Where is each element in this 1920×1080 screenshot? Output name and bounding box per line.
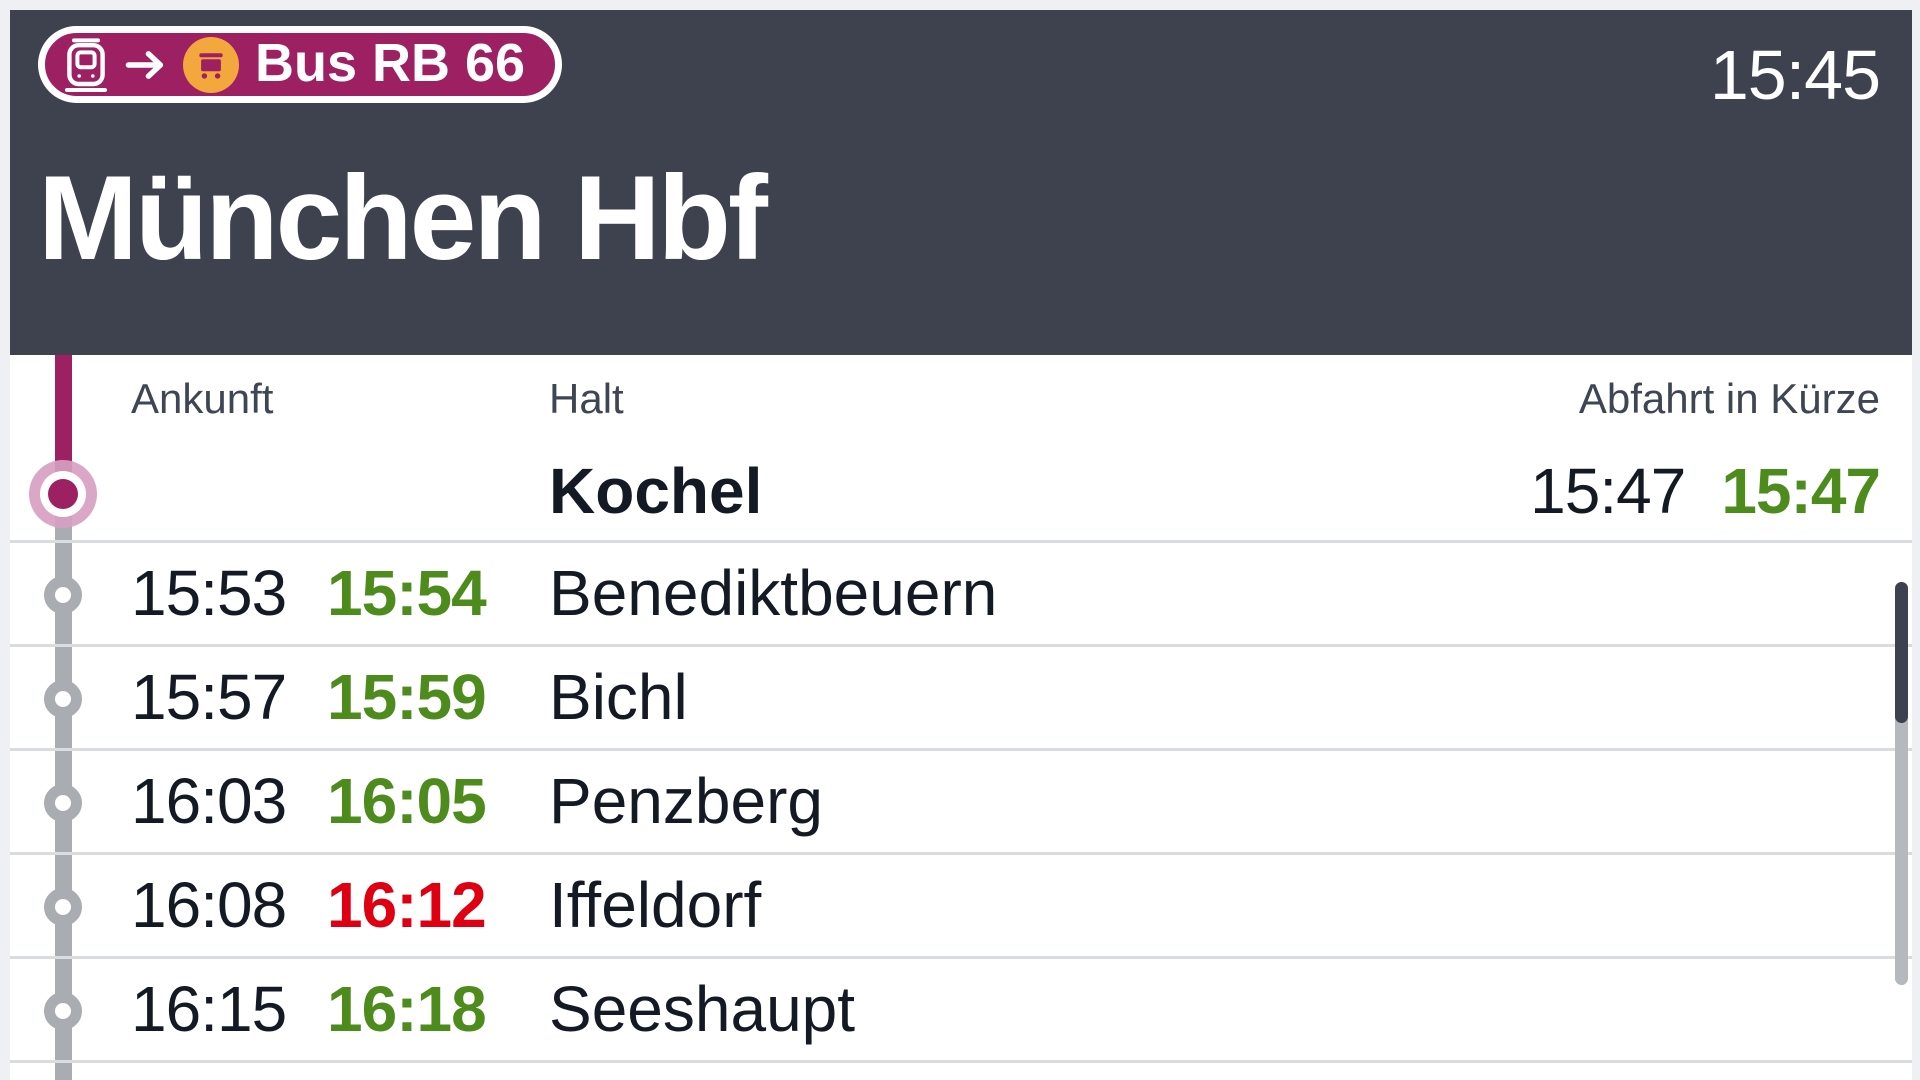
scheduled-time: 15:47 (1530, 455, 1686, 527)
scheduled-time: 16:15 (131, 973, 287, 1045)
upcoming-stop-marker (44, 888, 82, 926)
stop-name: Benediktbeuern (549, 557, 998, 629)
line-badge-label: Bus RB 66 (255, 32, 526, 93)
realtime-time: 16:12 (327, 869, 487, 941)
train-icon (63, 36, 109, 94)
scrollbar[interactable] (1895, 582, 1908, 985)
arrow-right-icon (125, 49, 167, 81)
journey-card: Bus RB 66 15:45 München Hbf Ankunft Halt… (10, 10, 1912, 1080)
scheduled-time: 16:03 (131, 765, 287, 837)
route-timeline (10, 355, 130, 1080)
realtime-time: 15:54 (327, 557, 487, 629)
upcoming-stop-marker (44, 680, 82, 718)
stop-row[interactable]: 16:03 16:05 Penzberg (10, 751, 1912, 855)
upcoming-stop-marker (44, 576, 82, 614)
header: Bus RB 66 15:45 München Hbf (10, 10, 1912, 355)
stop-name: Kochel (549, 455, 763, 527)
upcoming-stop-marker (44, 992, 82, 1030)
next-stop-row[interactable]: Kochel 15:47 15:47 (10, 439, 1912, 543)
stop-row[interactable]: 16:15 16:18 Seeshaupt (10, 959, 1912, 1063)
column-header-arrival: Ankunft (131, 375, 274, 422)
scheduled-time: 16:08 (131, 869, 287, 941)
column-header-stop: Halt (549, 375, 624, 422)
stop-name: Bichl (549, 661, 688, 733)
scheduled-time: 15:57 (131, 661, 287, 733)
stop-row[interactable]: 15:53 15:54 Benediktbeuern (10, 543, 1912, 647)
stop-row[interactable]: 15:57 15:59 Bichl (10, 647, 1912, 751)
column-header-departure: Abfahrt in Kürze (1578, 375, 1880, 422)
column-headers: Ankunft Halt Abfahrt in Kürze (10, 373, 1912, 425)
current-stop-marker-dot (48, 479, 78, 509)
realtime-time: 15:59 (327, 661, 487, 733)
stop-board: Ankunft Halt Abfahrt in Kürze Kochel 15:… (10, 355, 1912, 1080)
realtime-time: 16:18 (327, 973, 487, 1045)
stop-list: 15:53 15:54 Benediktbeuern 15:57 15:59 Bichl 1… (10, 543, 1912, 1063)
bus-icon (183, 36, 239, 93)
stop-row[interactable]: 16:08 16:12 Iffeldorf (10, 855, 1912, 959)
scrollbar-thumb[interactable] (1895, 582, 1908, 723)
realtime-time: 15:47 (1721, 455, 1881, 527)
stop-name: Iffeldorf (549, 869, 762, 941)
stop-name: Seeshaupt (549, 973, 856, 1045)
upcoming-stop-marker (44, 784, 82, 822)
route-line-done (55, 355, 72, 494)
scheduled-time: 15:53 (131, 557, 287, 629)
current-time: 15:45 (1709, 36, 1881, 114)
stop-name: Penzberg (549, 765, 823, 837)
station-title: München Hbf (38, 151, 768, 285)
realtime-time: 16:05 (327, 765, 487, 837)
line-badge[interactable]: Bus RB 66 (38, 26, 563, 103)
